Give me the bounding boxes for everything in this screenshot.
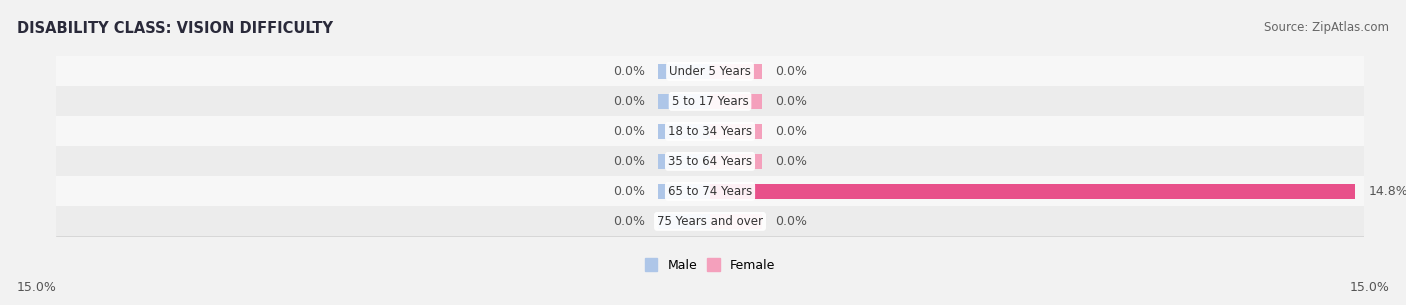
Text: 15.0%: 15.0% bbox=[17, 281, 56, 294]
Bar bbox=[56, 146, 1364, 176]
Bar bbox=[56, 176, 1364, 206]
Text: 0.0%: 0.0% bbox=[776, 125, 807, 138]
Bar bbox=[710, 94, 762, 109]
Bar bbox=[56, 117, 1364, 146]
Text: 65 to 74 Years: 65 to 74 Years bbox=[668, 185, 752, 198]
Bar bbox=[658, 94, 710, 109]
Bar bbox=[56, 56, 1364, 86]
Text: 14.8%: 14.8% bbox=[1368, 185, 1406, 198]
Text: 0.0%: 0.0% bbox=[776, 65, 807, 78]
Text: 0.0%: 0.0% bbox=[613, 185, 644, 198]
Text: 0.0%: 0.0% bbox=[776, 155, 807, 168]
Text: Under 5 Years: Under 5 Years bbox=[669, 65, 751, 78]
Text: 75 Years and over: 75 Years and over bbox=[657, 215, 763, 228]
Bar bbox=[658, 184, 710, 199]
Text: 0.0%: 0.0% bbox=[613, 65, 644, 78]
Legend: Male, Female: Male, Female bbox=[645, 258, 775, 272]
Bar bbox=[56, 206, 1364, 236]
Text: Source: ZipAtlas.com: Source: ZipAtlas.com bbox=[1264, 21, 1389, 34]
Text: 5 to 17 Years: 5 to 17 Years bbox=[672, 95, 748, 108]
Bar bbox=[658, 124, 710, 139]
Bar bbox=[658, 154, 710, 169]
Bar bbox=[710, 154, 762, 169]
Text: DISABILITY CLASS: VISION DIFFICULTY: DISABILITY CLASS: VISION DIFFICULTY bbox=[17, 21, 333, 36]
Text: 35 to 64 Years: 35 to 64 Years bbox=[668, 155, 752, 168]
Text: 0.0%: 0.0% bbox=[613, 215, 644, 228]
Bar bbox=[710, 184, 1355, 199]
Bar bbox=[710, 214, 762, 229]
Bar bbox=[710, 124, 762, 139]
Bar bbox=[710, 64, 762, 79]
Text: 0.0%: 0.0% bbox=[613, 125, 644, 138]
Text: 18 to 34 Years: 18 to 34 Years bbox=[668, 125, 752, 138]
Bar bbox=[658, 214, 710, 229]
Text: 0.0%: 0.0% bbox=[613, 155, 644, 168]
Bar bbox=[56, 86, 1364, 117]
Text: 15.0%: 15.0% bbox=[1350, 281, 1389, 294]
Text: 0.0%: 0.0% bbox=[776, 215, 807, 228]
Text: 0.0%: 0.0% bbox=[613, 95, 644, 108]
Text: 0.0%: 0.0% bbox=[776, 95, 807, 108]
Bar bbox=[658, 64, 710, 79]
